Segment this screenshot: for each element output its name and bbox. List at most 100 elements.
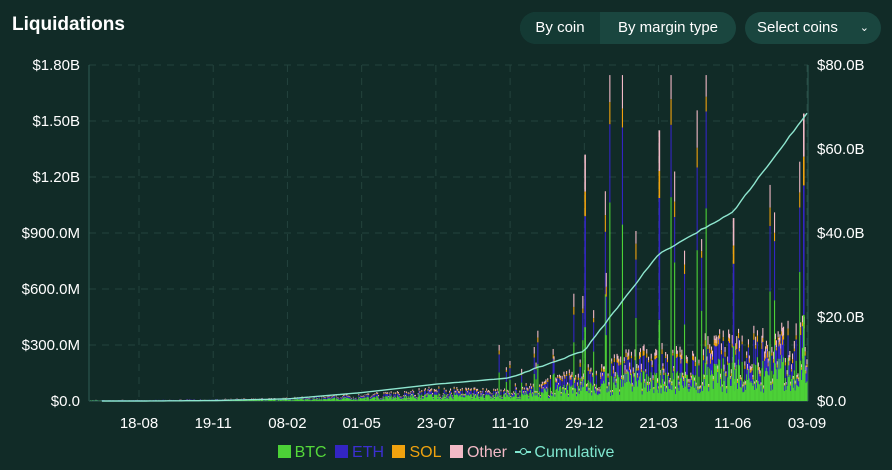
bar-other	[481, 391, 483, 392]
bar-eth	[485, 392, 487, 396]
bar-btc	[729, 362, 731, 401]
bar-eth	[767, 366, 769, 375]
bar-eth	[546, 388, 548, 392]
bar-other	[688, 383, 690, 386]
bar-btc	[493, 394, 495, 401]
bar-btc	[401, 398, 403, 401]
bar-btc	[558, 386, 560, 401]
bar-sol	[378, 395, 380, 397]
legend-item-cumulative[interactable]: Cumulative	[515, 444, 614, 462]
bar-btc	[340, 399, 342, 401]
bar-btc	[569, 386, 571, 401]
bar-eth	[530, 385, 532, 391]
bar-other	[366, 394, 368, 395]
bar-sol	[642, 350, 644, 356]
bar-eth	[474, 390, 476, 395]
bar-btc	[611, 376, 613, 401]
bar-sol	[587, 367, 589, 371]
bar-sol	[674, 201, 676, 218]
bar-btc	[661, 368, 663, 401]
bar-btc	[477, 396, 479, 401]
bar-sol	[723, 369, 725, 372]
bar-other	[562, 387, 564, 389]
bar-sol	[473, 389, 475, 391]
bar-btc	[359, 399, 361, 401]
bar-other	[385, 391, 387, 393]
bar-sol	[591, 391, 593, 393]
bar-eth	[781, 335, 783, 356]
bar-other	[490, 396, 492, 398]
bar-btc	[530, 390, 532, 401]
by-margin-type-button[interactable]: By margin type	[617, 19, 719, 36]
bar-eth	[532, 387, 534, 393]
bar-other	[738, 328, 740, 334]
legend-item-other[interactable]: Other	[449, 444, 507, 462]
bar-other	[569, 375, 571, 378]
bar-other	[463, 394, 465, 396]
legend-item-btc[interactable]: BTC	[277, 444, 327, 462]
bar-eth	[468, 393, 470, 396]
bar-other	[729, 333, 731, 339]
bar-eth	[795, 339, 797, 361]
bar-sol	[671, 383, 673, 386]
bar-btc	[478, 398, 480, 401]
bar-other	[742, 384, 744, 387]
bar-eth	[435, 391, 437, 395]
bar-eth	[406, 398, 408, 400]
bar-eth	[670, 124, 672, 198]
bar-other	[591, 390, 593, 392]
bar-eth	[408, 398, 410, 400]
bar-btc	[657, 393, 659, 401]
bar-sol	[563, 374, 565, 377]
bar-sol	[513, 393, 515, 395]
bar-btc	[483, 397, 485, 401]
bar-other	[559, 375, 561, 378]
bar-sol	[425, 395, 427, 396]
bar-btc	[710, 375, 712, 401]
bar-btc	[608, 391, 610, 401]
bar-eth	[657, 382, 659, 390]
bar-sol	[758, 371, 760, 374]
bar-btc	[250, 400, 252, 401]
bar-other	[722, 330, 724, 338]
bar-sol	[685, 359, 687, 363]
bar-eth	[604, 231, 606, 295]
bar-sol	[503, 390, 505, 392]
bar-other	[564, 374, 566, 377]
bar-eth	[345, 395, 347, 398]
bar-btc	[627, 370, 629, 401]
bar-btc	[701, 310, 703, 401]
bar-btc	[652, 387, 654, 401]
by-coin-button[interactable]: By coin	[520, 12, 600, 44]
bar-btc	[92, 400, 94, 401]
legend-item-eth[interactable]: ETH	[335, 444, 384, 462]
bar-btc	[623, 373, 625, 401]
bar-eth	[480, 395, 482, 397]
bar-btc	[480, 396, 482, 401]
bar-other	[636, 363, 638, 369]
legend-item-sol[interactable]: SOL	[392, 444, 441, 462]
bar-eth	[417, 394, 419, 397]
bar-eth	[718, 344, 720, 359]
bar-eth	[627, 360, 629, 371]
bar-other	[674, 171, 676, 202]
bar-btc	[432, 399, 434, 401]
bar-other	[423, 396, 425, 397]
bar-eth	[456, 389, 458, 394]
bar-other	[572, 387, 574, 390]
bar-btc	[800, 360, 802, 401]
bar-btc	[486, 395, 488, 401]
bar-btc	[351, 399, 353, 401]
bar-btc	[580, 390, 582, 401]
bar-other	[628, 349, 630, 356]
select-coins-dropdown[interactable]: Select coins ⌄	[745, 12, 881, 44]
bar-sol	[468, 393, 470, 394]
bar-other	[680, 354, 682, 360]
bar-sol	[467, 391, 469, 393]
bar-eth	[409, 393, 411, 397]
bar-sol	[429, 391, 431, 393]
bar-eth	[720, 378, 722, 387]
bar-btc	[367, 396, 369, 401]
y-left-tick-label: $1.50B	[32, 113, 80, 130]
bar-btc	[754, 389, 756, 401]
